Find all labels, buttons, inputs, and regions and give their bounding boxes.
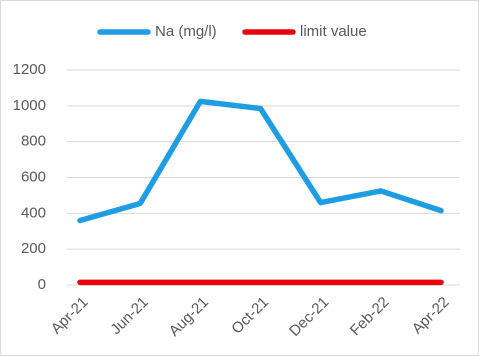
legend-label: limit value: [300, 23, 367, 40]
y-tick-label: 1200: [13, 61, 46, 78]
y-tick-label: 200: [21, 240, 46, 257]
y-tick-label: 1000: [13, 97, 46, 114]
legend: Na (mg/l) limit value: [97, 23, 367, 40]
y-tick-label: 0: [38, 276, 46, 293]
legend-label: Na (mg/l): [155, 23, 217, 40]
y-tick-label: 400: [21, 204, 46, 221]
data-line: [77, 98, 444, 224]
y-tick-label: 600: [21, 168, 46, 185]
y-tick-label: 800: [21, 133, 46, 150]
plot-area: [77, 98, 444, 286]
